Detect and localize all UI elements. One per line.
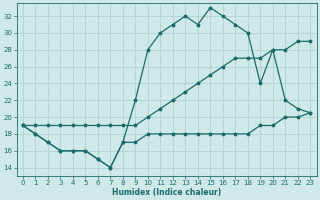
X-axis label: Humidex (Indice chaleur): Humidex (Indice chaleur) [112, 188, 221, 197]
